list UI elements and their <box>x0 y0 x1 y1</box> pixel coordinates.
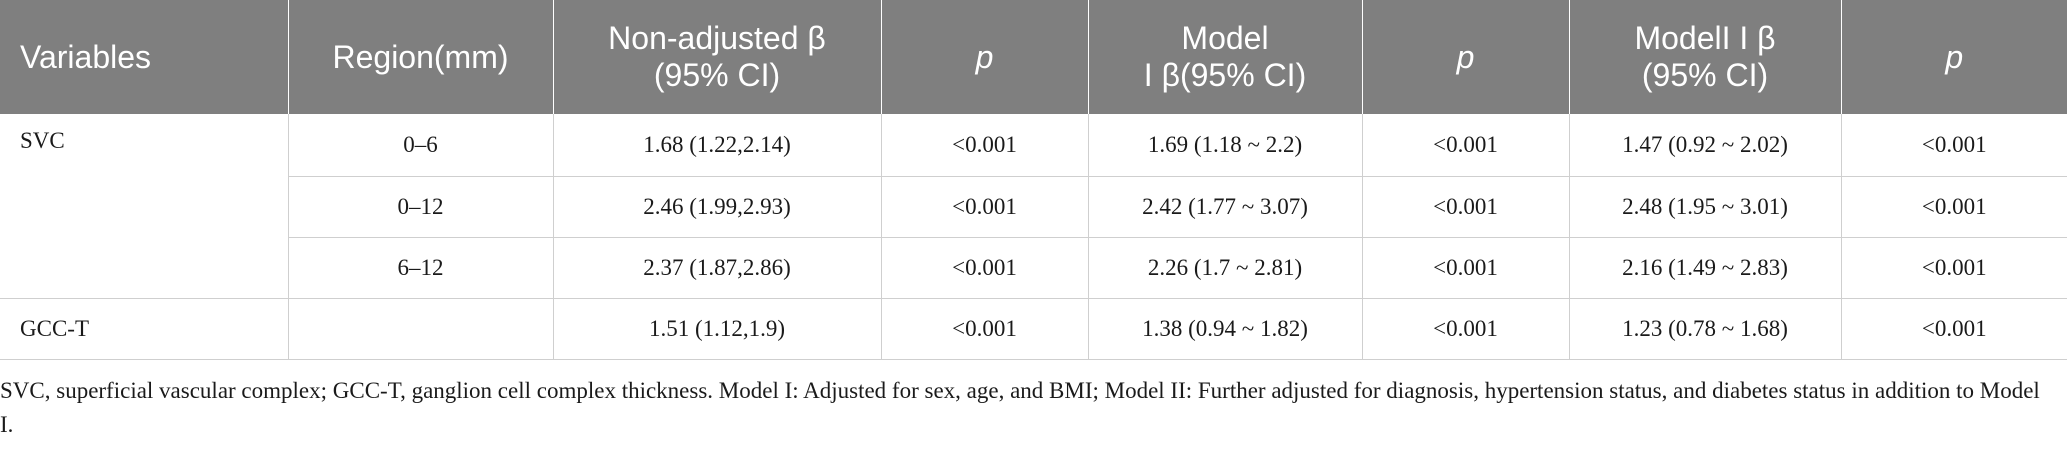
header-model-1: Model I β(95% CI) <box>1088 0 1363 114</box>
variable-cell-gcc-t: GCC-T <box>0 298 288 360</box>
p-value-cell: <0.001 <box>1361 237 1569 299</box>
p-value-cell: <0.001 <box>1361 114 1569 177</box>
non-adjusted-cell: 1.51 (1.12,1.9) <box>552 298 881 360</box>
p-value-cell: <0.001 <box>880 176 1088 238</box>
non-adjusted-cell: 2.46 (1.99,2.93) <box>552 176 881 238</box>
variable-cell-svc: SVC <box>0 114 288 299</box>
p-value-cell: <0.001 <box>1361 176 1569 238</box>
results-table: Variables Region(mm) Non-adjusted β (95% … <box>0 0 2067 360</box>
header-p-non-adjusted: p <box>881 0 1089 114</box>
model-1-cell: 2.26 (1.7 ~ 2.81) <box>1087 237 1362 299</box>
header-p-model-2: p <box>1841 0 2067 114</box>
p-value-cell: <0.001 <box>880 237 1088 299</box>
region-cell: 6–12 <box>287 237 553 299</box>
non-adjusted-cell: 1.68 (1.22,2.14) <box>552 114 881 177</box>
header-p-model-1: p <box>1362 0 1570 114</box>
model-2-cell: 2.16 (1.49 ~ 2.83) <box>1568 237 1841 299</box>
p-value-cell: <0.001 <box>880 298 1088 360</box>
model-2-cell: 1.23 (0.78 ~ 1.68) <box>1568 298 1841 360</box>
p-value-cell: <0.001 <box>1840 176 2067 238</box>
table-row: GCC-T 1.51 (1.12,1.9) <0.001 1.38 (0.94 … <box>0 298 2067 360</box>
model-1-cell: 1.69 (1.18 ~ 2.2) <box>1087 114 1362 177</box>
model-1-cell: 1.38 (0.94 ~ 1.82) <box>1087 298 1362 360</box>
table-row: SVC 0–6 1.68 (1.22,2.14) <0.001 1.69 (1.… <box>0 114 2067 299</box>
model-2-cell: 1.47 (0.92 ~ 2.02) <box>1568 114 1841 177</box>
table-footnote: SVC, superficial vascular complex; GCC-T… <box>0 378 2040 437</box>
header-row: Variables Region(mm) Non-adjusted β (95% … <box>0 0 2067 114</box>
header-non-adjusted: Non-adjusted β (95% CI) <box>553 0 882 114</box>
table-row: 6–12 2.37 (1.87,2.86) <0.001 2.26 (1.7 ~… <box>0 237 2067 299</box>
table-row: 0–12 2.46 (1.99,2.93) <0.001 2.42 (1.77 … <box>0 176 2067 238</box>
p-value-cell: <0.001 <box>1840 298 2067 360</box>
header-region: Region(mm) <box>288 0 554 114</box>
p-value-cell: <0.001 <box>880 114 1088 177</box>
results-table-container: Variables Region(mm) Non-adjusted β (95% … <box>0 0 2067 360</box>
p-value-cell: <0.001 <box>1840 237 2067 299</box>
header-model-2: ModelI I β (95% CI) <box>1569 0 1842 114</box>
region-cell: 0–12 <box>287 176 553 238</box>
region-cell: 0–6 <box>287 114 553 177</box>
non-adjusted-cell: 2.37 (1.87,2.86) <box>552 237 881 299</box>
header-variables: Variables <box>0 0 289 114</box>
p-value-cell: <0.001 <box>1840 114 2067 177</box>
model-2-cell: 2.48 (1.95 ~ 3.01) <box>1568 176 1841 238</box>
region-cell <box>287 298 553 360</box>
p-value-cell: <0.001 <box>1361 298 1569 360</box>
model-1-cell: 2.42 (1.77 ~ 3.07) <box>1087 176 1362 238</box>
